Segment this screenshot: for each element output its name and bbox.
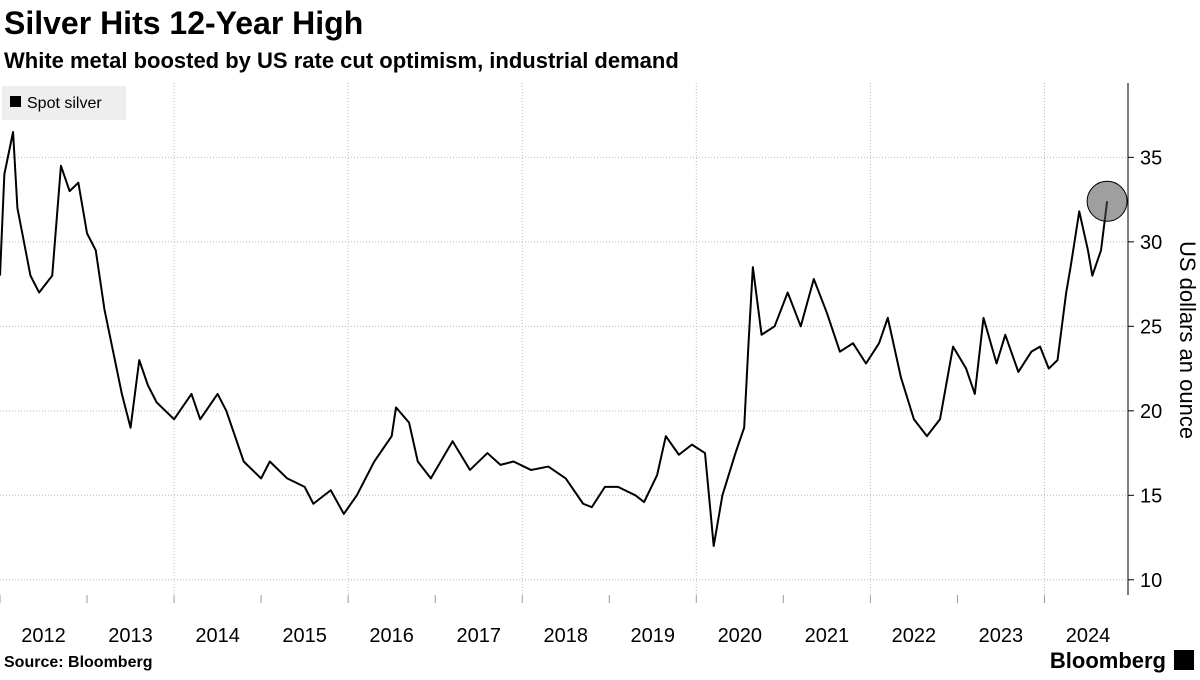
highlight-marker <box>1086 180 1128 222</box>
x-tick-label: 2014 <box>195 625 240 647</box>
x-tick-label: 2024 <box>1066 625 1111 647</box>
legend <box>2 86 126 120</box>
x-tick-label: 2013 <box>108 625 153 647</box>
legend-label: Spot silver <box>27 95 102 112</box>
x-tick-label: 2015 <box>282 625 327 647</box>
x-tick-label: 2012 <box>21 625 66 647</box>
y-tick-label: 35 <box>1140 147 1162 169</box>
x-tick-label: 2017 <box>456 625 501 647</box>
y-tick-label: 25 <box>1140 316 1162 338</box>
y-axis-label: US dollars an ounce <box>1175 241 1200 439</box>
source: Source: Bloomberg <box>4 654 152 671</box>
x-tick-label: 2023 <box>979 625 1024 647</box>
brand: Bloomberg <box>1050 648 1166 673</box>
legend-swatch <box>10 96 21 107</box>
x-tick-label: 2022 <box>892 625 937 647</box>
y-tick-label: 10 <box>1140 570 1162 592</box>
chart-title: Silver Hits 12-Year High <box>4 5 363 41</box>
x-tick-label: 2016 <box>369 625 414 647</box>
y-tick-label: 20 <box>1140 401 1162 423</box>
line-series <box>0 131 1109 547</box>
x-tick-label: 2020 <box>718 625 763 647</box>
y-tick-label: 30 <box>1140 232 1162 254</box>
x-tick-label: 2021 <box>805 625 850 647</box>
chart-subtitle: White metal boosted by US rate cut optim… <box>4 48 679 73</box>
x-tick-label: 2018 <box>543 625 588 647</box>
brand-icon <box>1174 650 1194 670</box>
x-tick-label: 2019 <box>631 625 676 647</box>
y-tick-label: 15 <box>1140 485 1162 507</box>
